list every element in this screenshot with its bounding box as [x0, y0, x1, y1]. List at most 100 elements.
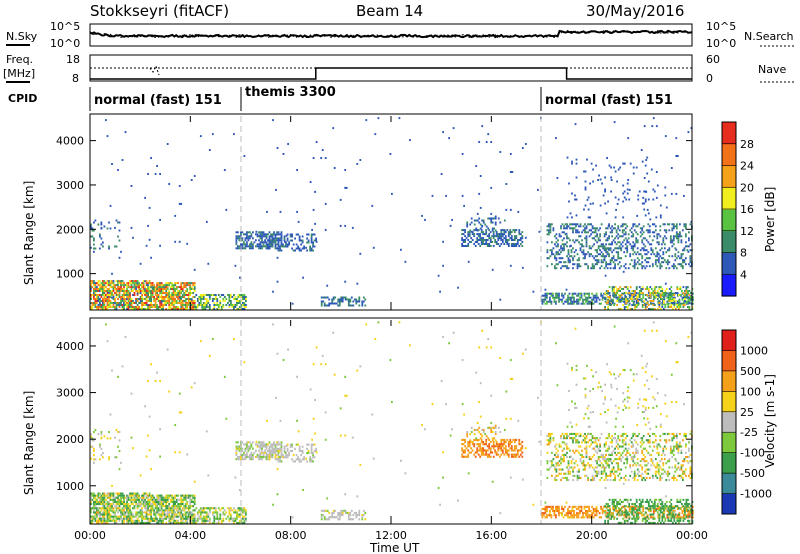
- power-echo-cell: [310, 247, 313, 250]
- vel-echo-cell: [151, 509, 154, 512]
- power-echo-cell: [565, 298, 568, 301]
- vel-echo-cell: [130, 492, 133, 495]
- power-echo-cell: [642, 196, 645, 199]
- power-echo-cell: [115, 294, 118, 296]
- power-echo-cell: [671, 294, 674, 296]
- vel-echo-cell: [163, 496, 166, 499]
- power-echo-cell: [109, 282, 112, 285]
- power-echo-cell: [277, 247, 280, 250]
- vel-echo-cell: [301, 449, 304, 452]
- power-echo-cell: [153, 286, 155, 289]
- vel-echo-cell: [178, 498, 181, 501]
- power-echo-cell: [245, 306, 247, 308]
- power-echo-cell: [669, 235, 672, 238]
- vel-echo-cell: [156, 521, 158, 524]
- power-echo-cell: [507, 235, 510, 238]
- vel-echo-cell: [184, 494, 187, 497]
- vel-echo-cell: [186, 517, 189, 520]
- vel-echo-cell: [141, 511, 143, 514]
- vel-echo-cell: [99, 445, 101, 448]
- vel-echo-cell: [544, 516, 547, 519]
- power-echo-cell: [619, 308, 622, 310]
- power-echo-cell: [688, 302, 691, 304]
- vel-echo-cell: [106, 496, 109, 499]
- power-echo-cell: [672, 263, 675, 266]
- power-echo-cell: [665, 261, 668, 264]
- power-echo-cell: [261, 247, 263, 250]
- vel-echo-cell: [148, 505, 151, 508]
- power-echo-cell: [256, 243, 259, 246]
- vel-echo-cell: [127, 507, 130, 510]
- power-echo-cell: [145, 292, 148, 294]
- power-echo-cell: [658, 300, 661, 302]
- power-echo-cell: [667, 304, 670, 306]
- vel-echo-cell: [189, 498, 192, 501]
- power-echo-cell: [640, 298, 643, 300]
- vel-echo-cell: [150, 517, 152, 520]
- vel-echo-cell: [249, 441, 251, 444]
- vel-echo-cell: [126, 507, 128, 510]
- power-echo-cell: [259, 237, 262, 240]
- power-echo-cell: [165, 286, 168, 289]
- power-echo-cell: [628, 300, 631, 302]
- vel-echo-cell: [506, 449, 509, 452]
- vel-echo-cell: [180, 503, 183, 506]
- power-echo-cell: [587, 216, 590, 219]
- vel-echo-cell: [180, 509, 183, 512]
- vel-echo-cell: [108, 507, 110, 510]
- vel-echo-cell: [129, 492, 131, 495]
- power-echo-cell: [329, 302, 332, 305]
- vel-echo-cell: [142, 500, 145, 503]
- vel-echo-cell: [202, 519, 205, 522]
- power-echo-cell: [670, 296, 673, 298]
- power-echo-cell: [632, 265, 635, 268]
- vel-echo-cell: [461, 449, 463, 452]
- power-echo-cell: [192, 288, 195, 290]
- power-echo-cell: [106, 294, 109, 296]
- power-echo-cell: [343, 296, 346, 299]
- vel-echo-cell: [124, 507, 127, 510]
- vel-echo-cell: [256, 453, 259, 456]
- vel-echo-cell: [571, 505, 574, 508]
- vel-echo-cell: [245, 519, 247, 522]
- power-echo-cell: [656, 259, 659, 262]
- vel-echo-cell: [288, 452, 290, 455]
- vel-echo-cell: [546, 514, 548, 517]
- power-echo-cell: [132, 294, 134, 296]
- vel-echo-cell: [494, 433, 497, 436]
- power-echo-cell: [183, 286, 186, 289]
- power-echo-cell: [112, 284, 115, 287]
- power-echo-cell: [361, 302, 364, 305]
- power-echo-cell: [462, 239, 465, 241]
- power-echo-cell: [133, 294, 136, 296]
- power-echo-cell: [467, 239, 470, 241]
- power-echo-cell: [171, 296, 174, 298]
- vel-echo-cell: [132, 507, 134, 510]
- vel-echo-cell: [582, 514, 584, 517]
- vel-echo-cell: [135, 492, 137, 495]
- power-echo-cell: [639, 249, 642, 252]
- power-echo-cell: [597, 261, 600, 264]
- power-echo-cell: [130, 302, 133, 304]
- power-echo-cell: [607, 224, 610, 227]
- vel-echo-cell: [510, 449, 513, 452]
- vel-echo-cell: [326, 518, 329, 521]
- power-echo-cell: [608, 243, 610, 246]
- power-echo-cell: [654, 261, 657, 264]
- vel-echo-cell: [159, 519, 161, 522]
- power-echo-cell: [364, 298, 367, 301]
- vel-echo-cell: [183, 498, 186, 501]
- power-echo-cell: [471, 239, 474, 241]
- power-echo-cell: [624, 237, 627, 240]
- vel-echo-cell: [147, 507, 149, 510]
- power-echo-cell: [282, 153, 285, 155]
- vel-echo-cell: [123, 517, 125, 520]
- vel-echo-cell: [246, 447, 248, 450]
- vel-echo-cell: [279, 449, 281, 452]
- vel-echo-cell: [337, 518, 340, 521]
- power-echo-cell: [132, 236, 134, 239]
- vel-echo-cell: [483, 449, 486, 452]
- power-echo-cell: [117, 286, 119, 289]
- power-echo-cell: [228, 294, 231, 296]
- power-echo-cell: [181, 282, 184, 285]
